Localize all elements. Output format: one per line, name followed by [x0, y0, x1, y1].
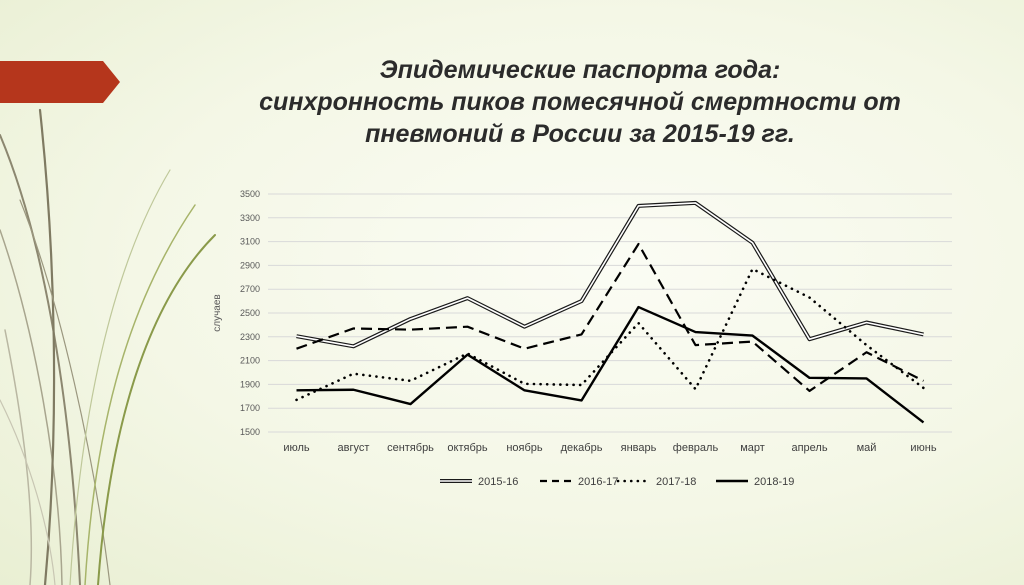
x-tick-label: сентябрь: [387, 442, 434, 454]
x-tick-label: март: [740, 442, 765, 454]
y-tick-label: 1900: [240, 379, 260, 389]
legend-label: 2016-17: [578, 476, 618, 488]
y-axis-label: случаев: [212, 294, 223, 331]
title-line-3: пневмоний в России за 2015-19 гг.: [365, 120, 795, 148]
x-tick-label: июль: [283, 442, 310, 454]
y-tick-label: 1700: [240, 403, 260, 413]
series-line-2015-16-inner: [296, 202, 924, 348]
x-tick-label: октябрь: [447, 442, 487, 454]
x-tick-label: июнь: [910, 442, 936, 454]
y-tick-label: 2500: [240, 308, 260, 318]
y-tick-label: 2300: [240, 332, 260, 342]
legend-label: 2018-19: [754, 476, 794, 488]
x-tick-label: май: [857, 442, 877, 454]
y-tick-label: 3500: [240, 189, 260, 199]
slide-title: Эпидемические паспорта года: синхронност…: [200, 54, 960, 150]
series-line-2018-19: [296, 305, 925, 424]
series-line-2017-18: [295, 267, 925, 402]
y-tick-label: 2700: [240, 284, 260, 294]
title-line-1: Эпидемические паспорта года:: [379, 56, 781, 84]
y-tick-label: 2900: [240, 260, 260, 270]
y-tick-label: 3100: [240, 237, 260, 247]
x-tick-label: декабрь: [561, 442, 603, 454]
x-tick-label: январь: [621, 442, 657, 454]
y-tick-label: 2100: [240, 356, 260, 366]
x-tick-label: февраль: [673, 442, 719, 454]
x-tick-label: август: [338, 442, 370, 454]
y-tick-label: 1500: [240, 427, 260, 437]
chart: 1500 1700 1900 2100 2300 2500 2700 2900 3100 3300…: [212, 189, 952, 488]
series-line-2015-16: [296, 200, 924, 349]
legend-label: 2015-16: [478, 476, 518, 488]
decorative-curves: [0, 108, 216, 585]
series-line-2016-17: [296, 242, 924, 393]
x-tick-label: ноябрь: [506, 442, 543, 454]
legend-label: 2017-18: [656, 476, 696, 488]
title-accent-arrow: [0, 61, 120, 103]
title-line-2: синхронность пиков помесячной смертности…: [259, 88, 901, 116]
y-tick-label: 3300: [240, 213, 260, 223]
x-tick-label: апрель: [791, 442, 827, 454]
